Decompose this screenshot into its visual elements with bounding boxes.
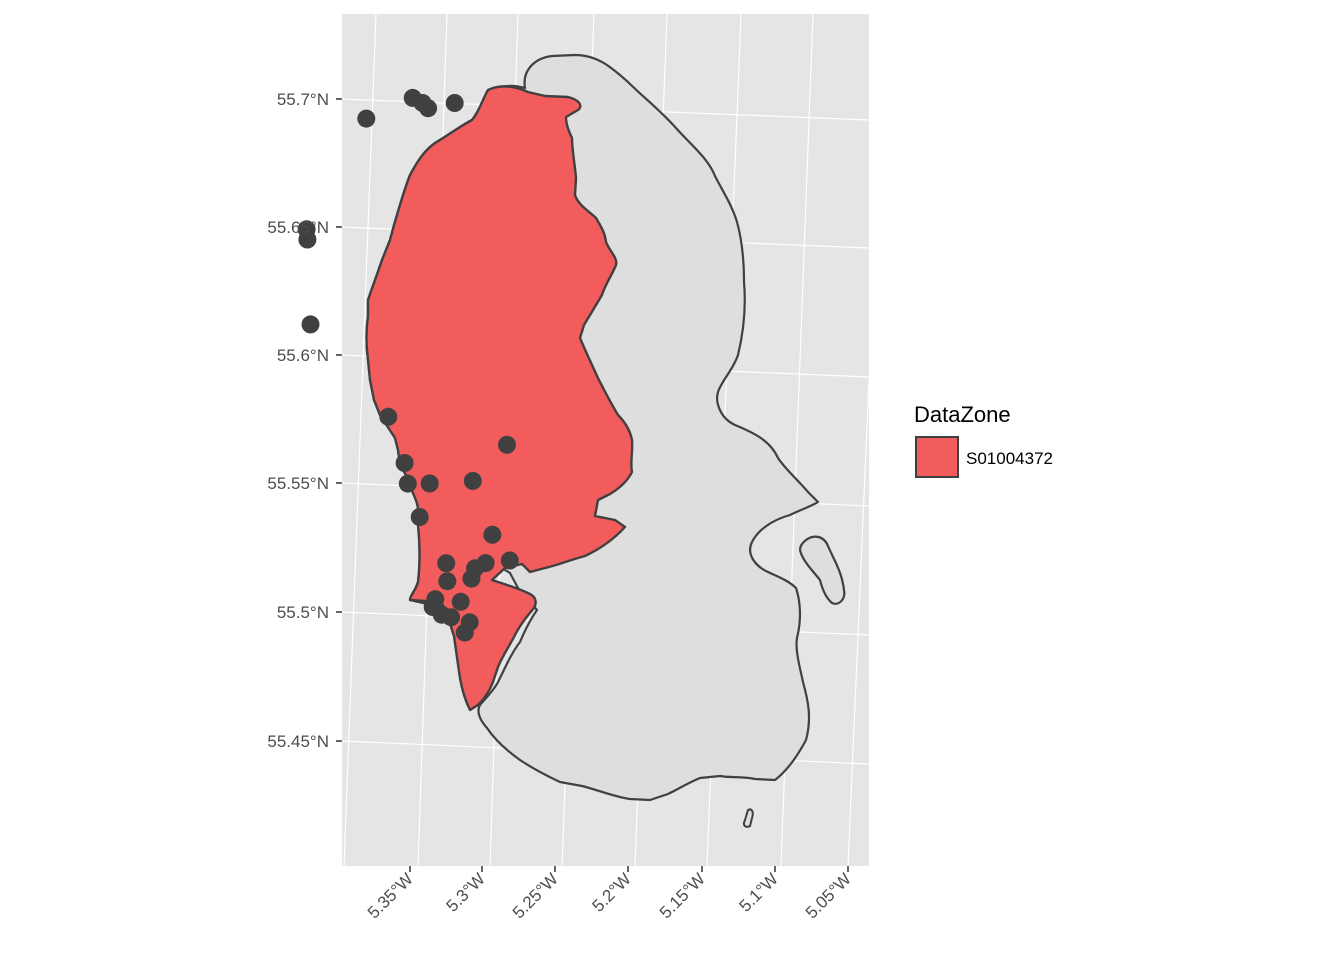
sample-point bbox=[476, 554, 495, 573]
sample-point bbox=[455, 623, 474, 642]
sample-point bbox=[420, 474, 439, 493]
legend: DataZone S01004372 bbox=[914, 402, 1053, 478]
y-tick-label: 55.65°N bbox=[267, 218, 329, 237]
meridian-line bbox=[847, 379, 870, 867]
sample-point bbox=[445, 94, 464, 112]
sample-point bbox=[357, 109, 376, 128]
sample-point bbox=[410, 508, 429, 526]
sample-point bbox=[437, 554, 456, 573]
sample-point bbox=[395, 454, 414, 472]
y-tick-label: 55.55°N bbox=[267, 474, 329, 493]
x-tick-label: 5.15°W bbox=[656, 869, 709, 922]
sample-point bbox=[379, 407, 398, 426]
legend-key-swatch bbox=[915, 436, 959, 478]
sample-point bbox=[438, 572, 457, 591]
y-tick-label: 55.7°N bbox=[277, 90, 329, 109]
x-tick-label: 5.25°W bbox=[509, 869, 562, 922]
sample-point bbox=[442, 608, 461, 627]
sample-point bbox=[398, 474, 417, 493]
x-tick-label: 5.2°W bbox=[589, 869, 635, 915]
sample-point bbox=[451, 592, 470, 611]
y-axis bbox=[336, 98, 342, 742]
x-tick-label: 5.1°W bbox=[736, 869, 782, 915]
y-tick-label: 55.6°N bbox=[277, 346, 329, 365]
legend-entry-label: S01004372 bbox=[966, 449, 1053, 468]
x-tick-label: 5.05°W bbox=[802, 869, 855, 922]
x-axis bbox=[409, 866, 849, 872]
x-tick-label: 5.3°W bbox=[443, 869, 489, 915]
y-tick-label: 55.45°N bbox=[267, 732, 329, 751]
sample-point bbox=[298, 230, 317, 249]
legend-title: DataZone bbox=[914, 402, 1011, 427]
south-islet-shape bbox=[742, 808, 754, 828]
datazone-shape bbox=[365, 85, 634, 712]
sample-point bbox=[498, 435, 516, 454]
sample-point bbox=[301, 315, 320, 334]
east-islet-shape bbox=[798, 535, 846, 605]
points-layer bbox=[297, 88, 519, 642]
sample-point bbox=[500, 551, 519, 570]
y-tick-label: 55.5°N bbox=[277, 603, 329, 622]
sample-point bbox=[462, 569, 481, 588]
sample-point bbox=[463, 471, 482, 490]
x-tick-label: 5.35°W bbox=[364, 869, 417, 922]
meridian-line bbox=[343, 13, 377, 867]
sample-point bbox=[419, 99, 438, 118]
sample-point bbox=[483, 525, 502, 544]
